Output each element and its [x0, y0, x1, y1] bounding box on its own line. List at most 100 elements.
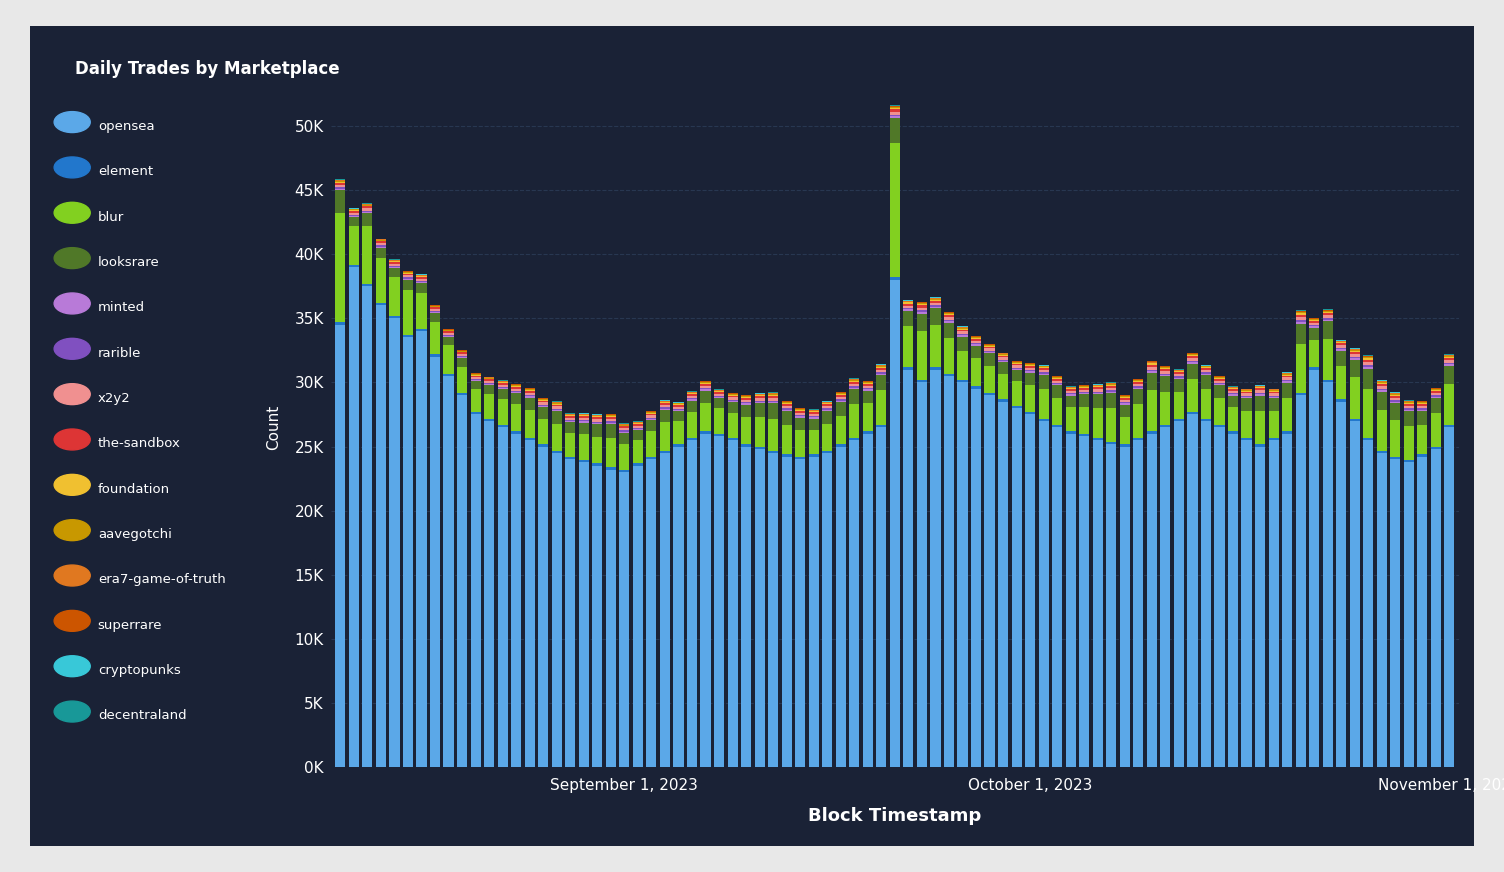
Bar — [633, 429, 644, 431]
Bar — [1403, 408, 1414, 410]
Bar — [417, 282, 427, 283]
Text: foundation: foundation — [98, 483, 170, 495]
Bar — [904, 305, 913, 308]
Bar — [403, 274, 414, 276]
Bar — [1066, 407, 1075, 432]
Bar — [931, 325, 940, 367]
Bar — [525, 410, 535, 438]
Bar — [1066, 389, 1075, 390]
Bar — [1012, 369, 1021, 370]
Bar — [917, 312, 926, 314]
Bar — [755, 400, 764, 402]
Bar — [403, 280, 414, 290]
Bar — [1376, 383, 1387, 384]
Bar — [931, 307, 940, 309]
Bar — [1349, 354, 1360, 357]
Bar — [809, 416, 818, 418]
Bar — [1403, 403, 1414, 404]
Bar — [972, 339, 981, 341]
Bar — [782, 404, 791, 405]
Bar — [904, 370, 913, 767]
Bar — [647, 413, 657, 415]
Bar — [985, 351, 994, 352]
Text: minted: minted — [98, 302, 144, 314]
Bar — [1200, 374, 1211, 375]
Bar — [728, 401, 737, 402]
Bar — [1039, 367, 1048, 368]
Bar — [701, 385, 710, 388]
Bar — [687, 412, 696, 438]
Bar — [1268, 440, 1278, 767]
Bar — [335, 183, 346, 185]
Bar — [1173, 374, 1184, 377]
Bar — [1322, 339, 1333, 380]
Bar — [1254, 446, 1265, 767]
Bar — [1160, 377, 1170, 392]
Bar — [335, 190, 346, 214]
Bar — [1200, 389, 1211, 419]
Bar — [1227, 432, 1238, 433]
Bar — [796, 416, 805, 418]
Bar — [917, 308, 926, 310]
Bar — [1403, 460, 1414, 462]
Bar — [335, 187, 346, 188]
Bar — [877, 427, 886, 767]
Bar — [1173, 392, 1184, 419]
Bar — [349, 215, 359, 217]
Bar — [430, 308, 441, 309]
Bar — [972, 358, 981, 386]
Bar — [403, 277, 414, 279]
Bar — [1308, 340, 1319, 367]
Bar — [1093, 393, 1102, 394]
Bar — [1026, 414, 1035, 767]
Bar — [525, 391, 535, 392]
Bar — [999, 359, 1008, 361]
Bar — [1026, 412, 1035, 414]
Bar — [1026, 385, 1035, 412]
Bar — [471, 377, 481, 379]
Bar — [1241, 397, 1251, 399]
Bar — [1241, 393, 1251, 396]
Bar — [1268, 411, 1278, 438]
Bar — [1160, 427, 1170, 767]
Bar — [904, 311, 913, 326]
Bar — [877, 373, 886, 375]
Bar — [1227, 396, 1238, 407]
Bar — [1133, 384, 1143, 386]
Bar — [566, 433, 576, 457]
Bar — [1093, 394, 1102, 408]
Bar — [390, 266, 400, 267]
Bar — [877, 370, 886, 372]
Bar — [1080, 388, 1089, 390]
Bar — [985, 346, 994, 347]
Bar — [484, 384, 495, 385]
Bar — [484, 421, 495, 767]
Bar — [972, 341, 981, 343]
Bar — [972, 345, 981, 358]
Bar — [674, 446, 683, 767]
Bar — [1107, 385, 1116, 388]
Bar — [498, 389, 508, 399]
Bar — [1133, 382, 1143, 384]
Bar — [1012, 365, 1021, 368]
Bar — [1336, 345, 1346, 348]
Bar — [525, 440, 535, 767]
Bar — [1295, 322, 1305, 324]
Bar — [931, 370, 940, 767]
Bar — [1160, 371, 1170, 373]
Bar — [1066, 394, 1075, 396]
Bar — [958, 331, 967, 334]
Bar — [552, 410, 562, 412]
Bar — [1376, 453, 1387, 767]
Bar — [1430, 396, 1441, 397]
Bar — [484, 419, 495, 421]
Text: superrare: superrare — [98, 619, 162, 631]
Bar — [471, 389, 481, 412]
Bar — [1120, 404, 1130, 405]
Bar — [471, 376, 481, 377]
Bar — [498, 399, 508, 425]
Bar — [1281, 376, 1292, 378]
Bar — [1417, 425, 1427, 454]
Bar — [1322, 319, 1333, 321]
Bar — [498, 387, 508, 388]
